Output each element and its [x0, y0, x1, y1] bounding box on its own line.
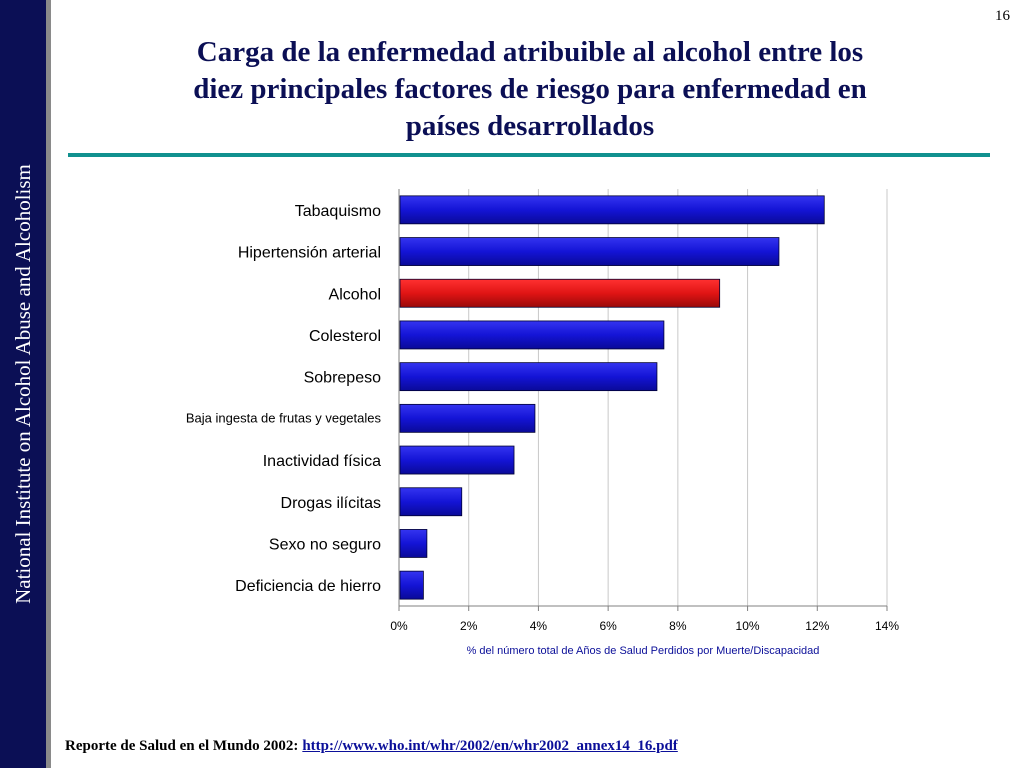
bar-6: [399, 445, 515, 475]
title-line-2: diez principales factores de riesgo para…: [193, 73, 867, 105]
slide-title: Carga de la enfermedad atribuible al alc…: [120, 34, 940, 145]
title-line-3: países desarrollados: [405, 110, 655, 142]
x-tick-label: 12%: [805, 619, 829, 633]
footer: Reporte de Salud en el Mundo 2002: http:/…: [65, 738, 678, 755]
x-axis-title: % del número total de Años de Salud Perd…: [467, 645, 820, 657]
bar-3: [399, 320, 665, 350]
category-label: Colesterol: [309, 328, 381, 345]
category-label: Deficiencia de hierro: [235, 578, 381, 595]
category-label: Tabaquismo: [295, 203, 381, 220]
page-number: 16: [995, 8, 1010, 24]
footer-label: Reporte de Salud en el Mundo 2002:: [65, 738, 299, 754]
bar-chart: 0% 2% 4% 6% 8% 10% 12% 14% Tabaquismo Hipertensi…: [186, 189, 899, 657]
chart-category-labels: Tabaquismo Hipertensión arterial Alcohol Co…: [186, 203, 382, 595]
x-tick-label: 6%: [599, 619, 617, 633]
sidebar-shadow: [46, 0, 51, 768]
bar-2: [399, 278, 721, 308]
x-tick-label: 14%: [875, 619, 899, 633]
bar-1: [399, 237, 780, 266]
bar-9: [399, 570, 424, 600]
category-label: Drogas ilícitas: [281, 495, 381, 512]
sidebar: National Institute on Alcohol Abuse and …: [0, 0, 46, 768]
chart-bars: [399, 195, 825, 600]
x-tick-label: 10%: [736, 619, 760, 633]
chart-x-axis: 0% 2% 4% 6% 8% 10% 12% 14%: [390, 189, 899, 633]
bar-8: [399, 529, 428, 558]
category-label: Sexo no seguro: [269, 536, 381, 553]
category-label: Alcohol: [329, 286, 381, 303]
category-label: Sobrepeso: [304, 370, 381, 387]
x-tick-label: 8%: [669, 619, 687, 633]
x-tick-label: 0%: [390, 619, 408, 633]
x-tick-label: 4%: [530, 619, 548, 633]
bar-4: [399, 362, 658, 392]
title-divider: [68, 153, 990, 157]
footer-link[interactable]: http://www.who.int/whr/2002/en/whr2002_a…: [302, 738, 678, 754]
x-tick-label: 2%: [460, 619, 478, 633]
bar-7: [399, 487, 463, 517]
bar-0: [399, 195, 825, 225]
bar-5: [399, 403, 536, 433]
category-label: Hipertensión arterial: [238, 245, 381, 262]
category-label: Baja ingesta de frutas y vegetales: [186, 410, 382, 425]
category-label: Inactividad física: [263, 453, 381, 470]
title-line-1: Carga de la enfermedad atribuible al alc…: [196, 36, 864, 68]
